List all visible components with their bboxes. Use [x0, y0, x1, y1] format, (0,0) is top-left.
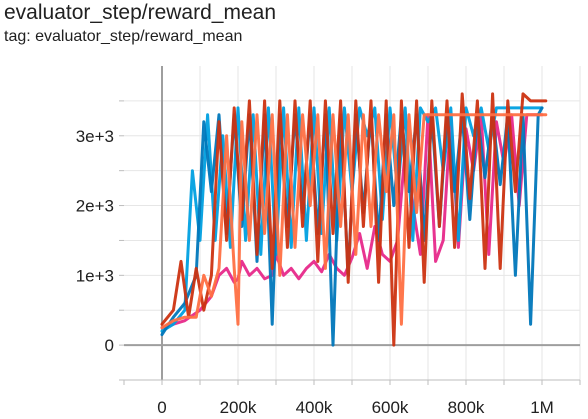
tick-label-layer: 0 200k 400k 600k 800k 1M 0 1e+3 2e+3 3e+3 — [76, 127, 554, 417]
x-tick-label: 600k — [372, 398, 409, 417]
y-tick-label: 0 — [105, 336, 114, 355]
chart-tag-subtitle: tag: evaluator_step/reward_mean — [4, 28, 243, 45]
x-tick-label: 200k — [220, 398, 257, 417]
x-tick-label: 1M — [530, 398, 554, 417]
series-layer — [160, 92, 548, 347]
chart-title: evaluator_step/reward_mean — [4, 1, 276, 24]
y-tick-label: 2e+3 — [76, 197, 114, 216]
x-tick-label: 0 — [157, 398, 166, 417]
y-tick-label: 1e+3 — [76, 266, 114, 285]
x-tick-label: 800k — [448, 398, 485, 417]
series-line-5 — [160, 113, 548, 330]
y-tick-label: 3e+3 — [76, 127, 114, 146]
x-tick-label: 400k — [296, 398, 333, 417]
